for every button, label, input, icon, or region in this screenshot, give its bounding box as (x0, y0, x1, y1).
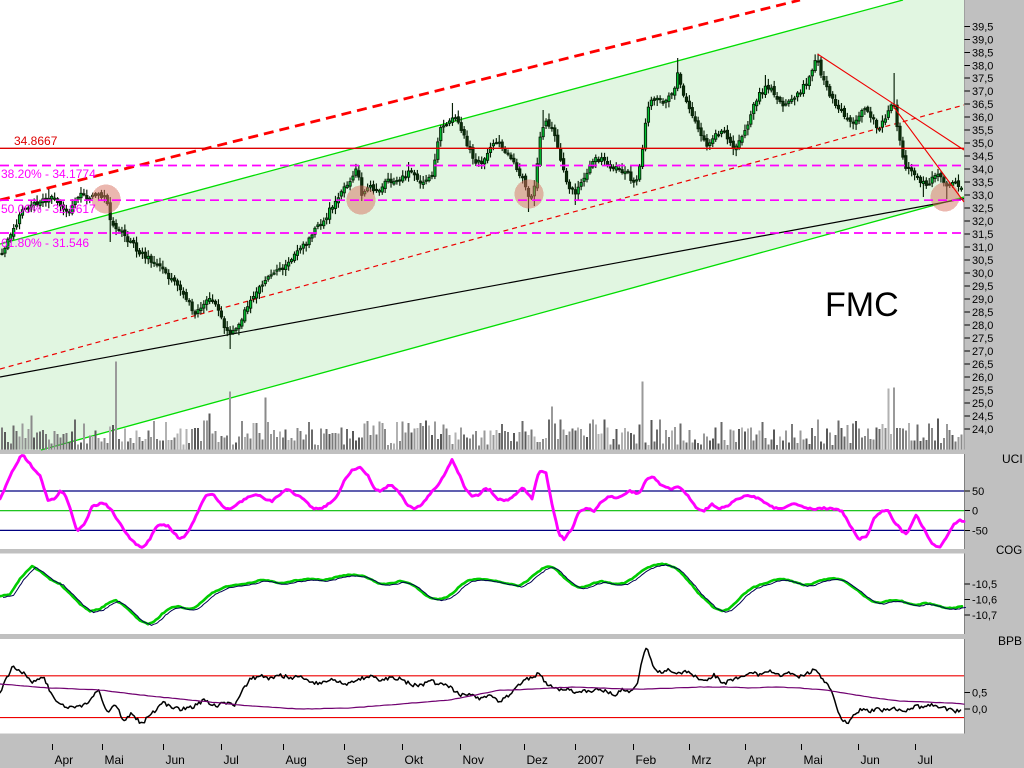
svg-text:31,5: 31,5 (972, 229, 993, 241)
svg-text:34,0: 34,0 (972, 164, 993, 176)
svg-text:Jul: Jul (224, 753, 239, 767)
svg-text:2007: 2007 (578, 753, 605, 767)
svg-text:Mai: Mai (804, 753, 823, 767)
svg-text:25,5: 25,5 (972, 385, 993, 397)
svg-text:31,0: 31,0 (972, 242, 993, 254)
svg-text:29,0: 29,0 (972, 294, 993, 306)
svg-text:Jun: Jun (861, 753, 880, 767)
svg-text:BPB: BPB (998, 634, 1022, 648)
svg-text:Apr: Apr (55, 753, 74, 767)
svg-text:38,0: 38,0 (972, 60, 993, 72)
svg-text:27,0: 27,0 (972, 346, 993, 358)
svg-text:38,5: 38,5 (972, 47, 993, 59)
svg-text:30,5: 30,5 (972, 255, 993, 267)
svg-text:UCI: UCI (1002, 452, 1023, 466)
svg-text:37,0: 37,0 (972, 86, 993, 98)
svg-text:28,5: 28,5 (972, 307, 993, 319)
svg-text:-10,6: -10,6 (972, 595, 997, 607)
svg-text:34,5: 34,5 (972, 151, 993, 163)
svg-text:Mai: Mai (105, 753, 124, 767)
svg-text:39,0: 39,0 (972, 34, 993, 46)
svg-text:35,5: 35,5 (972, 125, 993, 137)
svg-text:32,5: 32,5 (972, 203, 993, 215)
svg-text:37,5: 37,5 (972, 73, 993, 85)
svg-text:-50: -50 (972, 525, 988, 537)
svg-text:Aug: Aug (286, 753, 307, 767)
svg-text:0,0: 0,0 (972, 704, 987, 716)
svg-text:32,0: 32,0 (972, 216, 993, 228)
svg-text:0: 0 (972, 506, 978, 518)
svg-text:26,0: 26,0 (972, 372, 993, 384)
svg-text:Nov: Nov (463, 753, 484, 767)
svg-text:0,5: 0,5 (972, 688, 987, 700)
svg-text:50: 50 (972, 486, 984, 498)
svg-text:38.20% - 34.1774: 38.20% - 34.1774 (1, 167, 96, 181)
svg-text:24,5: 24,5 (972, 411, 993, 423)
svg-text:Feb: Feb (636, 753, 657, 767)
svg-text:50.00% - 32.8617: 50.00% - 32.8617 (1, 202, 96, 216)
svg-text:Jul: Jul (918, 753, 933, 767)
svg-text:36,0: 36,0 (972, 112, 993, 124)
svg-text:26,5: 26,5 (972, 359, 993, 371)
svg-text:29,5: 29,5 (972, 281, 993, 293)
svg-text:30,0: 30,0 (972, 268, 993, 280)
svg-text:Mrz: Mrz (692, 753, 712, 767)
svg-text:25,0: 25,0 (972, 398, 993, 410)
svg-text:35,0: 35,0 (972, 138, 993, 150)
svg-text:-10,7: -10,7 (972, 610, 997, 622)
svg-text:39,5: 39,5 (972, 21, 993, 33)
svg-text:Okt: Okt (405, 753, 424, 767)
svg-text:36,5: 36,5 (972, 99, 993, 111)
svg-text:28,0: 28,0 (972, 320, 993, 332)
svg-text:27,5: 27,5 (972, 333, 993, 345)
svg-text:24,0: 24,0 (972, 424, 993, 436)
svg-text:COG: COG (996, 545, 1022, 557)
svg-text:Apr: Apr (748, 753, 767, 767)
svg-text:Dez: Dez (527, 753, 548, 767)
svg-text:Jun: Jun (166, 753, 185, 767)
svg-text:Sep: Sep (347, 753, 369, 767)
svg-text:61.80% - 31.546: 61.80% - 31.546 (1, 236, 89, 250)
svg-text:33,0: 33,0 (972, 190, 993, 202)
svg-text:33,5: 33,5 (972, 177, 993, 189)
svg-text:34.8667: 34.8667 (14, 134, 58, 148)
svg-text:FMC: FMC (825, 286, 899, 324)
svg-text:-10,5: -10,5 (972, 579, 997, 591)
